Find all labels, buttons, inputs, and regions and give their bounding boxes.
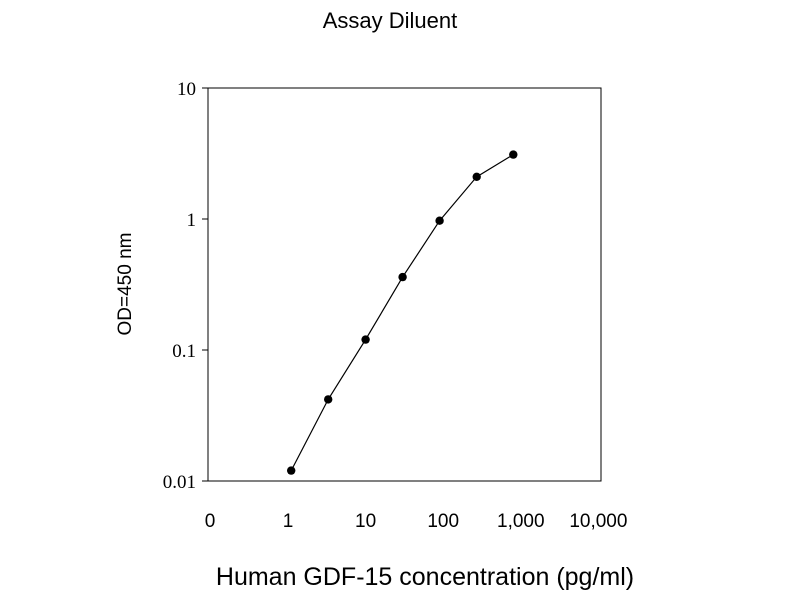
x-tick-label: 10,000: [569, 511, 627, 532]
data-point: [472, 172, 481, 181]
data-point: [324, 395, 333, 404]
y-tick-label: 0.1: [172, 341, 196, 362]
data-point: [287, 466, 296, 475]
y-tick-label: 0.01: [163, 472, 196, 493]
x-tick-label: 1,000: [497, 511, 545, 532]
chart-title: Assay Diluent: [323, 8, 458, 33]
x-tick-label: 0: [205, 511, 216, 532]
y-tick-label: 1: [187, 210, 197, 231]
series-line-group: [290, 154, 514, 471]
data-point: [361, 335, 370, 344]
data-point: [509, 150, 518, 159]
plot-frame: [207, 87, 602, 482]
y-tick-label: 10: [177, 79, 196, 100]
x-axis-label: Human GDF-15 concentration (pg/ml): [216, 563, 634, 591]
data-point: [435, 216, 444, 225]
series-points-group: [287, 150, 518, 475]
x-tick-label: 100: [427, 511, 459, 532]
y-axis-label: OD=450 nm: [115, 233, 136, 336]
x-tick-label: 10: [355, 511, 376, 532]
series-line: [290, 154, 514, 471]
x-tick-label: 1: [283, 511, 294, 532]
x-axis-ticks: 0 1 10 100 1,000 10,000: [205, 511, 628, 532]
data-point: [398, 272, 407, 282]
y-axis-ticks: 10 1 0.1 0.01: [163, 79, 208, 493]
